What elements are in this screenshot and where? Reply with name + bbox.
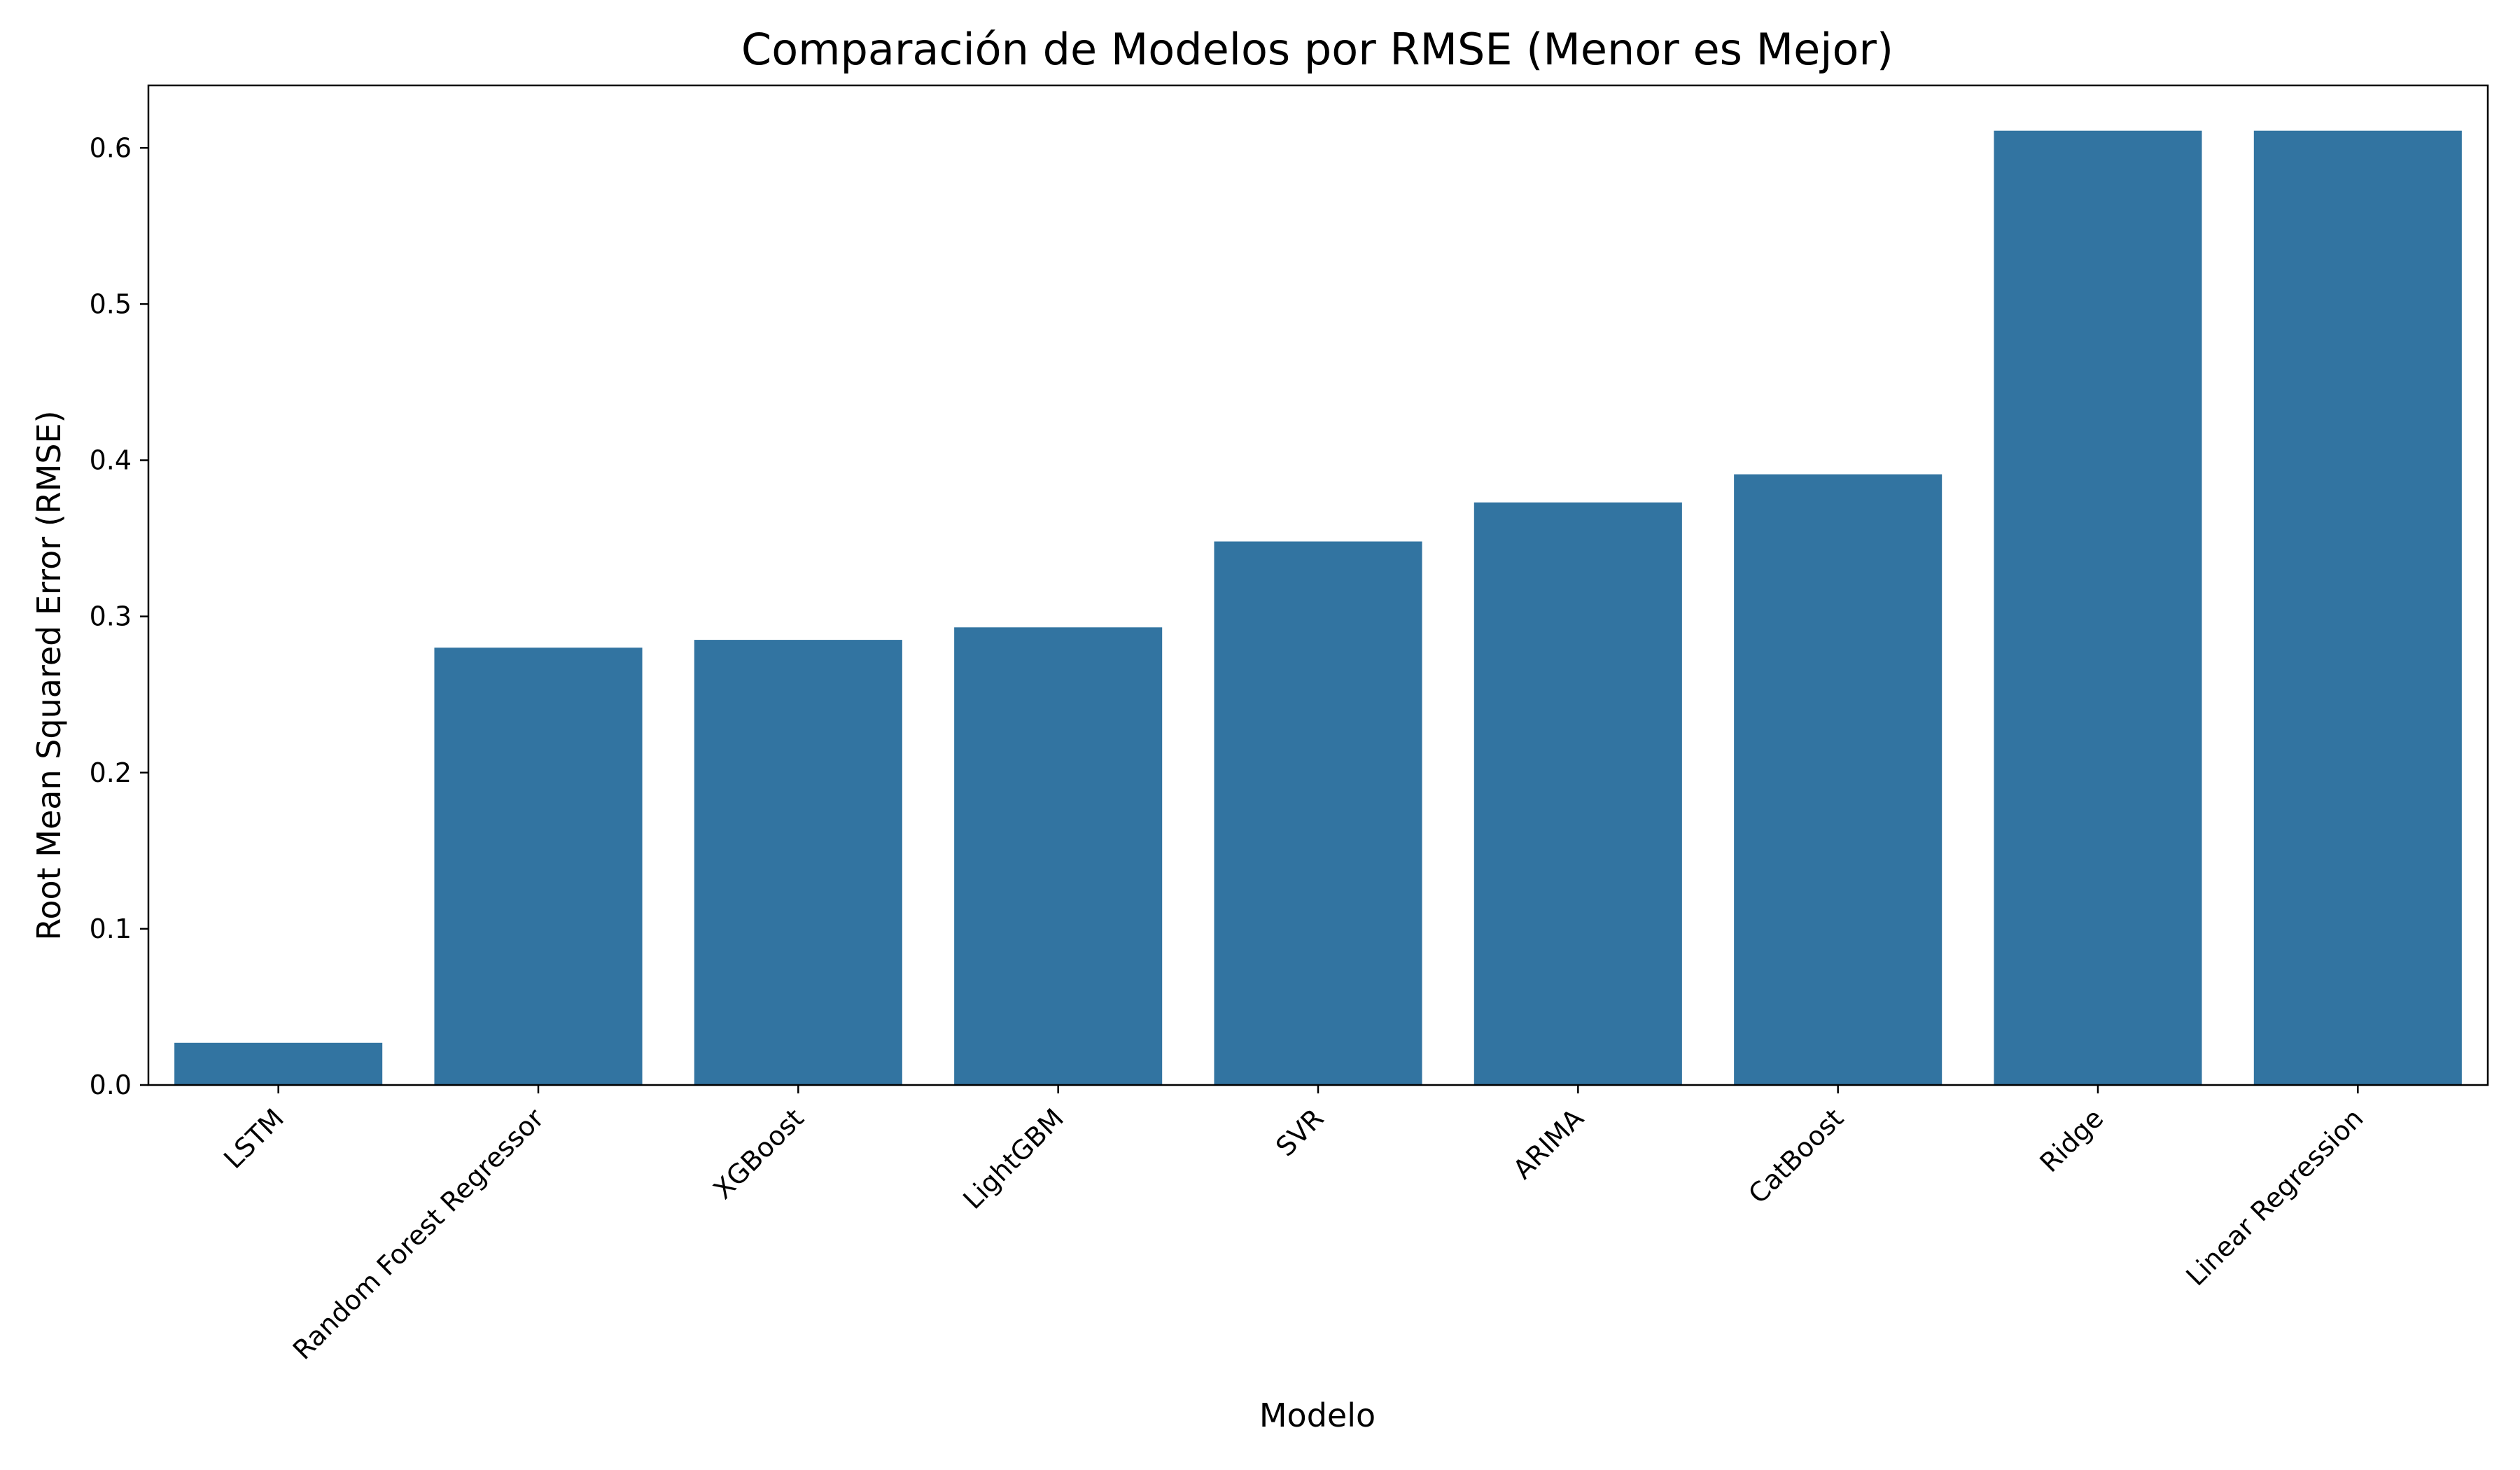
y-tick-label: 0.5: [90, 288, 132, 319]
bars-group: [174, 130, 2462, 1085]
y-tick-label: 0.4: [90, 445, 132, 476]
y-tick-label: 0.2: [90, 757, 132, 788]
y-tick-label: 0.3: [90, 601, 132, 632]
bar-svr: [1214, 541, 1422, 1085]
bar-catboost: [1734, 474, 1942, 1085]
bar-random-forest-regressor: [434, 648, 643, 1085]
plot-frame: [147, 84, 2489, 1086]
bar-xgboost: [694, 640, 902, 1085]
chart-title: Comparación de Modelos por RMSE (Menor e…: [741, 24, 1893, 75]
y-tick-label: 0.6: [90, 132, 132, 163]
bar-arima: [1474, 502, 1682, 1085]
bar-linear-regression: [2253, 130, 2462, 1085]
x-axis-label: Modelo: [1259, 1396, 1376, 1434]
y-tick-label: 0.0: [90, 1070, 132, 1100]
bar-lstm: [174, 1042, 383, 1085]
bar-ridge: [1994, 130, 2202, 1085]
y-axis-ticks: 0.0 0.1 0.2 0.3 0.4 0.5 0.6: [90, 132, 148, 1100]
y-tick-label: 0.1: [90, 913, 132, 944]
y-axis-label: Root Mean Squared Error (RMSE): [30, 410, 68, 940]
bar-lightgbm: [954, 627, 1163, 1085]
